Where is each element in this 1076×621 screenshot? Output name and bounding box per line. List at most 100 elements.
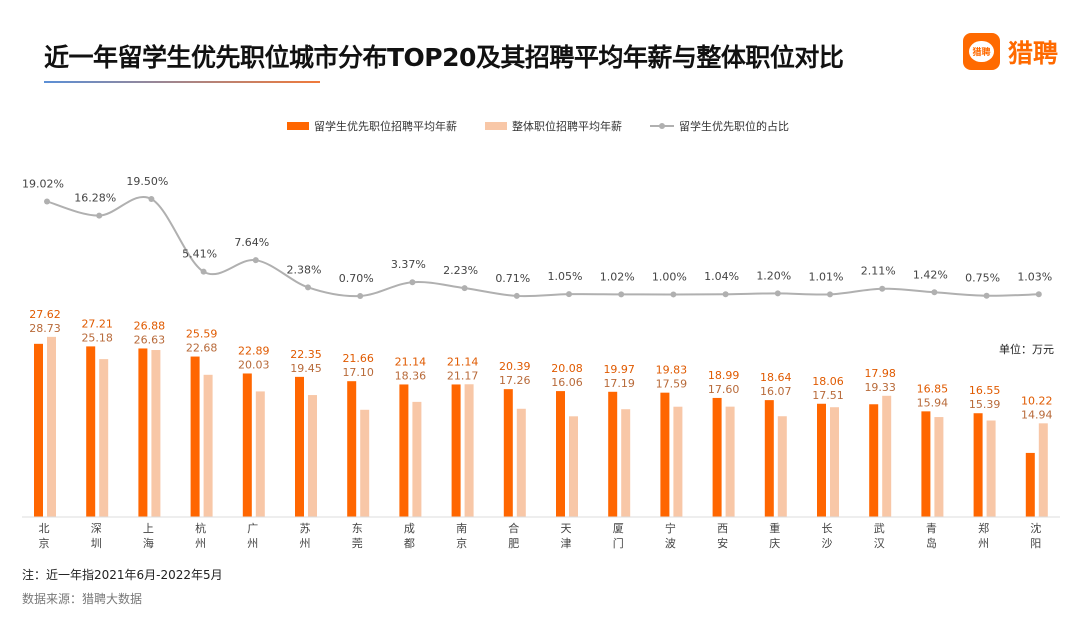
- bar-label-series-2: 16.07: [760, 385, 792, 398]
- footnote: 注：近一年指2021年6月-2022年5月: [22, 568, 223, 582]
- line-label: 19.02%: [22, 177, 64, 190]
- data-source: 数据来源：猎聘大数据: [22, 592, 143, 606]
- unit-label: 单位：万元: [999, 343, 1054, 356]
- bar-series-1: [347, 381, 357, 517]
- bar-label-series-2: 17.10: [342, 366, 374, 379]
- bar-label-series-2: 21.17: [447, 369, 479, 382]
- category-label: 合: [508, 521, 519, 535]
- category-label: 深: [91, 522, 102, 535]
- line-point: [670, 291, 677, 298]
- bar-label-series-1: 10.22: [1021, 394, 1053, 407]
- line-label: 1.02%: [600, 270, 635, 283]
- bar-series-2: [203, 374, 213, 517]
- category-label: 门: [613, 536, 624, 550]
- line-point: [461, 285, 468, 292]
- bar-label-series-1: 19.97: [603, 363, 635, 376]
- bar-label-series-2: 17.59: [656, 378, 688, 391]
- bar-series-1: [869, 404, 879, 517]
- category-label: 天: [561, 522, 572, 535]
- line-label: 1.01%: [809, 270, 844, 283]
- bar-series-2: [621, 409, 631, 517]
- line-label: 1.20%: [756, 269, 791, 282]
- category-label: 圳: [91, 537, 102, 550]
- category-label: 京: [39, 536, 50, 550]
- bar-series-1: [973, 413, 983, 517]
- bar-label-series-1: 21.14: [447, 355, 479, 368]
- bar-label-series-2: 17.19: [603, 377, 635, 390]
- line-point: [305, 284, 311, 291]
- line-point: [827, 291, 833, 298]
- bar-label-series-1: 17.98: [864, 367, 896, 380]
- category-label: 苏: [300, 522, 311, 535]
- bar-label-series-1: 27.62: [29, 308, 61, 321]
- category-label: 宁: [665, 521, 676, 535]
- line-series-3: [46, 196, 1039, 298]
- category-label: 州: [978, 537, 989, 550]
- bar-series-1: [817, 403, 826, 517]
- line-label: 0.75%: [965, 272, 1000, 285]
- bar-series-2: [464, 384, 474, 517]
- bar-label-series-2: 20.03: [238, 358, 270, 371]
- line-point: [409, 279, 416, 286]
- logo-icon: 猎聘: [963, 33, 1000, 70]
- category-label: 成: [404, 522, 415, 535]
- bar-series-2: [882, 395, 892, 517]
- title-underline: [44, 81, 320, 83]
- bar-label-series-2: 14.94: [1021, 408, 1053, 421]
- bar-label-series-1: 27.21: [81, 317, 113, 330]
- bar-series-1: [399, 384, 409, 517]
- line-label: 1.00%: [652, 270, 687, 283]
- line-point: [983, 292, 990, 299]
- bar-series-2: [986, 420, 996, 517]
- category-label: 京: [456, 536, 467, 550]
- bar-series-1: [138, 348, 148, 517]
- category-label: 庆: [769, 536, 780, 550]
- bar-label-series-1: 22.35: [290, 348, 322, 361]
- line-point: [931, 289, 938, 296]
- bar-label-series-2: 22.68: [186, 342, 218, 355]
- bar-label-series-1: 25.59: [186, 328, 218, 341]
- bar-label-series-2: 18.36: [395, 369, 427, 382]
- bar-series-1: [660, 392, 670, 517]
- legend-item-series-1: 留学生优先职位招聘平均年薪: [287, 118, 457, 134]
- bar-series-2: [412, 401, 422, 517]
- legend: 留学生优先职位招聘平均年薪 整体职位招聘平均年薪 留学生优先职位的占比: [0, 118, 1076, 134]
- legend-line-swatch: [650, 123, 674, 129]
- line-point: [96, 212, 103, 219]
- bar-label-series-1: 21.14: [395, 355, 427, 368]
- legend-label: 留学生优先职位的占比: [679, 120, 789, 133]
- bar-label-series-1: 18.99: [708, 369, 740, 382]
- bar-series-1: [1025, 452, 1035, 517]
- bar-series-1: [608, 391, 618, 517]
- line-label: 19.50%: [126, 175, 168, 188]
- category-label: 海: [143, 536, 154, 550]
- category-label: 波: [665, 537, 676, 550]
- bar-label-series-1: 22.89: [238, 344, 270, 357]
- line-point: [618, 291, 625, 298]
- category-label: 北: [39, 522, 50, 535]
- category-label: 沙: [822, 537, 833, 550]
- category-label: 厦: [613, 522, 624, 535]
- category-label: 西: [717, 522, 728, 535]
- bar-label-series-2: 17.60: [708, 383, 740, 396]
- category-label: 岛: [926, 536, 937, 550]
- bar-label-series-1: 16.85: [917, 382, 949, 395]
- category-label: 州: [195, 537, 206, 550]
- line-label: 1.04%: [704, 270, 739, 283]
- bar-label-series-1: 16.55: [969, 384, 1001, 397]
- logo-icon-text: 猎聘: [969, 41, 994, 62]
- bar-series-2: [725, 406, 735, 517]
- category-label: 都: [404, 537, 415, 550]
- category-label: 郑: [978, 521, 989, 535]
- bar-series-1: [242, 373, 252, 517]
- bar-label-series-2: 16.06: [551, 376, 583, 389]
- category-label: 广: [247, 522, 258, 535]
- bar-label-series-2: 19.33: [864, 381, 896, 394]
- line-label: 2.38%: [287, 263, 322, 276]
- legend-label: 整体职位招聘平均年薪: [512, 120, 622, 133]
- bar-label-series-1: 18.64: [760, 371, 792, 384]
- bar-label-series-1: 18.06: [812, 375, 844, 388]
- bar-series-1: [451, 384, 461, 517]
